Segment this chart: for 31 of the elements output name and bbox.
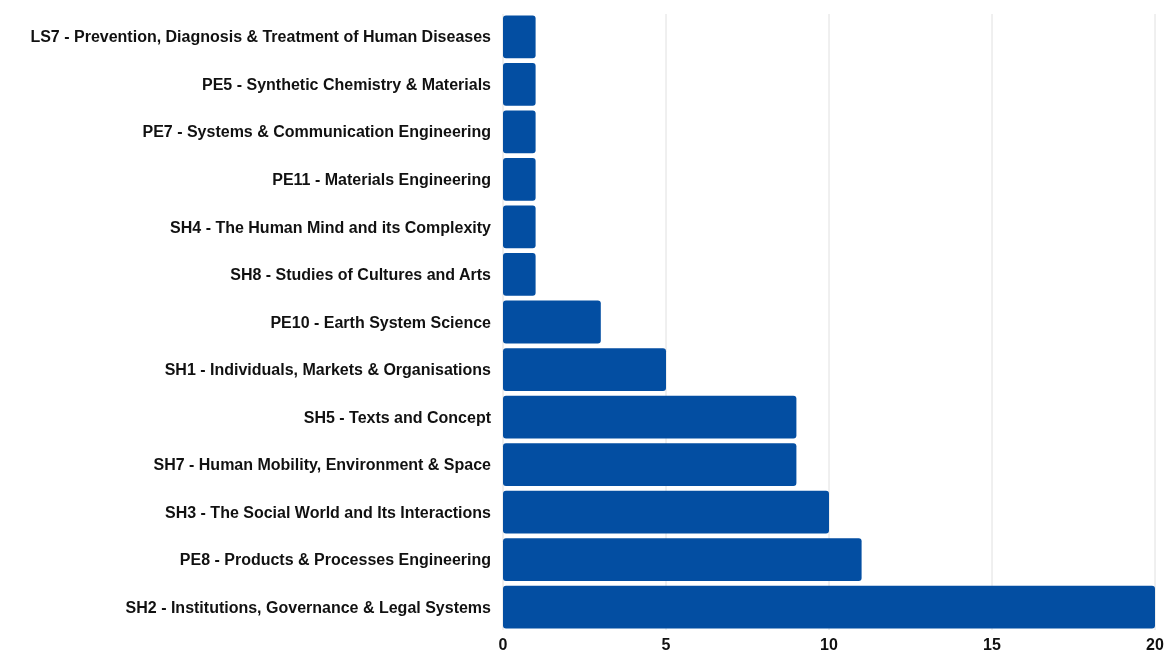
bar <box>503 110 536 154</box>
x-tick-label: 20 <box>1146 636 1164 650</box>
y-tick-label: PE10 - Earth System Science <box>270 313 492 331</box>
bar <box>503 300 601 344</box>
bar <box>503 205 536 249</box>
y-tick-label: SH4 - The Human Mind and its Complexity <box>170 218 492 236</box>
y-tick-label: SH5 - Texts and Concept <box>303 408 492 426</box>
y-tick-label: LS7 - Prevention, Diagnosis & Treatment of Human Diseases <box>30 28 492 46</box>
bar <box>503 395 797 439</box>
bar <box>503 253 536 296</box>
bar <box>503 15 536 59</box>
x-tick-label: 10 <box>820 636 838 650</box>
y-tick-label: SH7 - Human Mobility, Environment & Space <box>153 456 492 474</box>
y-tick-label: SH2 - Institutions, Governance & Legal Systems <box>125 598 492 616</box>
bar <box>503 62 536 106</box>
y-tick-label: SH3 - The Social World and Its Interactions <box>165 503 492 521</box>
bar <box>503 348 666 391</box>
bar <box>503 585 1155 629</box>
y-tick-label: SH8 - Studies of Cultures and Arts <box>230 266 492 284</box>
x-tick-label: 0 <box>498 636 508 650</box>
bar <box>503 490 829 534</box>
y-tick-label: SH1 - Individuals, Markets & Organisations <box>164 361 492 379</box>
bar <box>503 538 862 582</box>
x-tick-label: 5 <box>661 636 671 650</box>
bar <box>503 158 536 201</box>
x-tick-label: 15 <box>983 636 1001 650</box>
bar <box>503 443 797 486</box>
y-tick-label: PE5 - Synthetic Chemistry & Materials <box>202 75 492 93</box>
y-tick-label: PE11 - Materials Engineering <box>272 171 491 189</box>
y-tick-label: PE7 - Systems & Communication Engineering <box>142 123 491 141</box>
y-tick-label: PE8 - Products & Processes Engineering <box>179 551 491 569</box>
